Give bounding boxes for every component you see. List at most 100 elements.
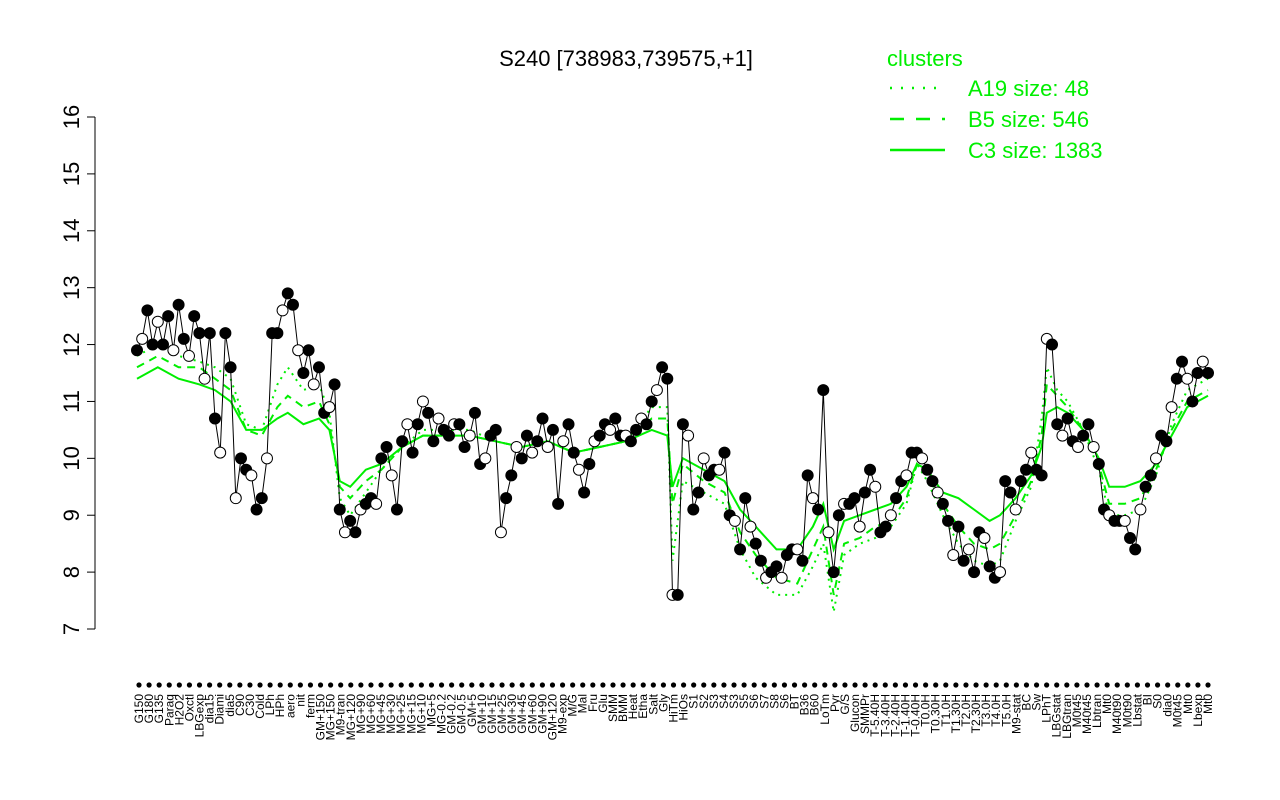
x-tick xyxy=(943,682,949,688)
y-tick-label: 13 xyxy=(59,275,84,299)
x-tick-label: Mt0 xyxy=(1201,694,1215,714)
x-tick-label: Oxctl xyxy=(182,694,196,721)
x-tick-label: MG+150 xyxy=(324,694,338,741)
x-tick xyxy=(388,682,394,688)
x-tick-label: MG+45 xyxy=(374,694,388,734)
x-tick xyxy=(146,682,152,688)
data-point xyxy=(671,588,684,601)
x-tick-label: GM+5 xyxy=(465,694,479,727)
x-tick-label: SMM xyxy=(606,694,620,722)
cluster-line-dashed xyxy=(136,354,1209,596)
y-tick-label: 10 xyxy=(59,446,84,470)
data-point xyxy=(292,344,305,357)
x-tick xyxy=(842,682,848,688)
data-point xyxy=(593,429,606,442)
x-tick xyxy=(721,682,727,688)
x-tick-label: BC xyxy=(1019,694,1033,711)
x-tick xyxy=(761,682,767,688)
x-tick-label: Mal xyxy=(576,694,590,713)
x-tick xyxy=(1074,682,1080,688)
data-point xyxy=(416,395,429,408)
x-tick-label: Salt xyxy=(646,693,660,714)
data-point xyxy=(500,492,513,505)
x-tick-label: HiTm xyxy=(667,694,681,723)
x-tick xyxy=(287,682,293,688)
x-tick-label: GM+10 xyxy=(475,694,489,734)
x-tick-label: T5.0H xyxy=(999,694,1013,727)
data-point xyxy=(214,446,227,459)
legend-title: clusters xyxy=(887,46,963,71)
data-point xyxy=(609,412,622,425)
x-tick xyxy=(1124,682,1130,688)
x-tick-label: G135 xyxy=(152,694,166,724)
x-tick-label: GM+25 xyxy=(495,694,509,734)
x-tick xyxy=(307,682,314,688)
x-tick xyxy=(862,682,868,688)
data-point xyxy=(734,543,747,556)
x-tick xyxy=(963,682,969,688)
x-tick xyxy=(1205,682,1211,688)
x-tick xyxy=(156,682,162,688)
data-point xyxy=(858,486,871,499)
x-tick-label: MG+90 xyxy=(354,694,368,734)
data-point xyxy=(999,475,1012,488)
data-point xyxy=(203,327,216,340)
x-tick-label: T4.0H xyxy=(989,694,1003,727)
data-point xyxy=(188,310,201,323)
x-tick-label: C30 xyxy=(243,694,257,716)
data-point xyxy=(552,497,565,510)
x-tick-label: Lbstat xyxy=(1130,693,1144,726)
x-tick-label: GM+30 xyxy=(505,694,519,734)
x-tick xyxy=(196,682,203,688)
data-point xyxy=(250,503,263,516)
data-point xyxy=(370,497,383,510)
x-tick xyxy=(983,682,989,688)
data-point xyxy=(848,492,861,505)
x-tick-label: S7 xyxy=(757,694,771,709)
x-tick-label: T-2.40H xyxy=(888,694,902,737)
x-tick xyxy=(217,682,223,688)
x-tick-label: T1.0H xyxy=(939,694,953,727)
data-point xyxy=(754,554,767,567)
x-tick xyxy=(267,682,273,688)
x-tick-label: LPh xyxy=(263,694,277,715)
data-point xyxy=(208,412,221,425)
x-tick xyxy=(358,682,364,688)
x-tick xyxy=(1114,682,1120,688)
data-point xyxy=(864,463,877,476)
x-tick xyxy=(912,682,919,688)
x-tick xyxy=(317,682,324,688)
x-tick xyxy=(1044,682,1050,688)
data-point xyxy=(650,384,663,397)
data-point xyxy=(697,452,710,465)
data-point xyxy=(983,560,996,573)
data-point xyxy=(822,526,835,539)
x-tick-label: S0 xyxy=(1151,694,1165,709)
data-point xyxy=(380,440,393,453)
x-tick-label: Gly xyxy=(656,694,670,712)
data-point xyxy=(1077,429,1090,442)
data-point xyxy=(1160,435,1173,448)
x-tick-label: Lbexp xyxy=(1191,694,1205,727)
x-tick-label: aero xyxy=(283,694,297,718)
x-tick xyxy=(691,682,697,688)
data-point xyxy=(624,435,637,448)
data-point xyxy=(1176,355,1189,368)
data-point xyxy=(131,344,143,357)
data-point xyxy=(916,452,929,465)
x-tick-label: Fru xyxy=(586,694,600,712)
data-point xyxy=(947,549,960,562)
data-point xyxy=(515,452,528,465)
data-point xyxy=(396,435,409,448)
data-point xyxy=(801,469,814,482)
data-point xyxy=(1014,475,1027,488)
x-tick xyxy=(812,682,818,688)
x-tick xyxy=(832,682,838,688)
data-point xyxy=(718,446,731,459)
data-point xyxy=(645,395,658,408)
x-tick xyxy=(166,682,172,688)
x-tick-label: ferm xyxy=(303,694,317,718)
x-tick-label: MG-0.2 xyxy=(435,694,449,734)
data-point xyxy=(1181,372,1194,385)
x-tick-label: GM-0.5 xyxy=(455,694,469,734)
